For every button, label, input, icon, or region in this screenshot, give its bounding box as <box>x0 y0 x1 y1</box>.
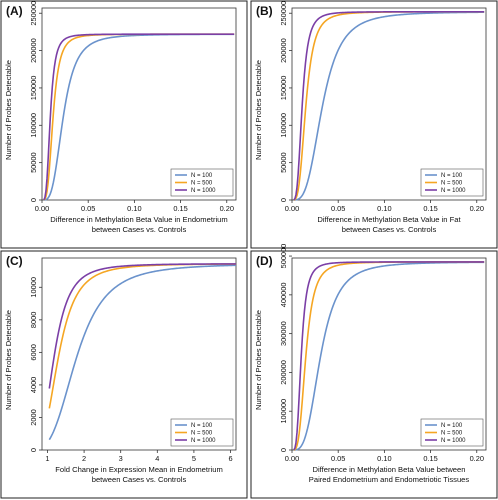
panel-label: (D) <box>256 254 273 268</box>
x-axis-title: Difference in Methylation Beta Value in … <box>50 215 227 224</box>
x-tick-label: 0.00 <box>285 204 299 213</box>
plot-area <box>41 257 237 451</box>
x-tick-label: 2 <box>82 454 86 463</box>
x-tick-label: 0.20 <box>470 204 484 213</box>
series-line-2 <box>43 33 235 201</box>
x-tick-label: 3 <box>119 454 123 463</box>
y-tick-label: 100000 <box>29 113 38 138</box>
legend-entry: N = 1000 <box>191 438 216 444</box>
y-tick-label: 2000 <box>29 409 38 425</box>
y-axis-title: Number of Probes Detectable <box>4 60 13 160</box>
plot-area <box>291 257 487 451</box>
panel-frame <box>0 0 248 249</box>
x-tick-label: 0.20 <box>470 454 484 463</box>
x-tick-label: 0.05 <box>81 204 95 213</box>
y-tick-label: 100000 <box>279 399 288 424</box>
x-tick-label: 0.00 <box>285 454 299 463</box>
y-tick-label: 250000 <box>29 1 38 26</box>
legend-entry: N = 100 <box>191 423 213 429</box>
chart-panel-1: (B) 0.00 0.05 0.10 0.15 0.20 0 50000 100000 15000… <box>250 0 498 249</box>
y-tick-label: 150000 <box>29 76 38 101</box>
x-axis-title: Difference in Methylation Beta Value in … <box>317 215 461 224</box>
x-tick-label: 0.05 <box>331 454 345 463</box>
panel-label: (A) <box>6 4 23 18</box>
legend-entry: N = 500 <box>191 431 213 437</box>
y-tick-label: 0 <box>279 448 288 452</box>
legend-entry: N = 500 <box>191 181 213 187</box>
y-tick-label: 4000 <box>29 377 38 393</box>
legend-box <box>170 168 234 197</box>
y-tick-label: 300000 <box>279 321 288 346</box>
x-tick-label: 0.20 <box>220 204 234 213</box>
x-axis-title-line2: Paired Endometrium and Endometriotic Tis… <box>309 475 470 484</box>
series-line-1 <box>48 263 236 409</box>
x-tick-label: 4 <box>155 454 159 463</box>
series-line-2 <box>293 261 485 451</box>
series-line-2 <box>48 263 236 389</box>
y-tick-label: 150000 <box>279 76 288 101</box>
legend-entry: N = 500 <box>441 181 463 187</box>
legend-entry: N = 1000 <box>441 188 466 194</box>
y-tick-label: 10000 <box>29 277 38 298</box>
y-axis-title: Number of Probes Detectable <box>254 60 263 160</box>
plot-area <box>41 7 237 201</box>
y-tick-label: 50000 <box>279 152 288 173</box>
x-axis-title-line2: between Cases vs. Controls <box>342 225 437 234</box>
x-axis-title-line2: between Cases vs. Controls <box>92 225 187 234</box>
y-tick-label: 250000 <box>279 1 288 26</box>
chart-panel-3: (D) 0.00 0.05 0.10 0.15 0.20 0 100000 200000 3000… <box>250 244 498 499</box>
y-tick-label: 200000 <box>279 38 288 63</box>
y-axis-title: Number of Probes Detectable <box>4 310 13 410</box>
x-tick-label: 5 <box>192 454 196 463</box>
x-tick-label: 1 <box>45 454 49 463</box>
y-tick-label: 0 <box>29 448 38 452</box>
legend-entry: N = 1000 <box>441 438 466 444</box>
y-tick-label: 0 <box>279 198 288 202</box>
legend-entry: N = 1000 <box>191 188 216 194</box>
x-tick-label: 0.10 <box>127 204 141 213</box>
legend-entry: N = 100 <box>191 173 213 179</box>
x-axis-title-line2: between Cases vs. Controls <box>92 475 187 484</box>
panel-label: (C) <box>6 254 23 268</box>
chart-panel-2: (C) 1 2 3 4 5 6 0 2000 4000 6000 8000 10000 Fold Chan… <box>0 250 248 499</box>
x-tick-label: 0.15 <box>423 454 437 463</box>
x-tick-label: 0.15 <box>173 204 187 213</box>
plot-area <box>291 7 487 201</box>
series-line-2 <box>293 10 485 201</box>
y-tick-label: 100000 <box>279 113 288 138</box>
x-tick-label: 0.05 <box>331 204 345 213</box>
x-tick-label: 0.10 <box>377 204 391 213</box>
y-tick-label: 8000 <box>29 312 38 328</box>
y-axis-title: Number of Probes Detectable <box>254 310 263 410</box>
y-tick-label: 200000 <box>279 360 288 385</box>
x-tick-label: 0.10 <box>377 454 391 463</box>
legend-entry: N = 100 <box>441 173 463 179</box>
series-line-0 <box>48 264 236 441</box>
legend-entry: N = 500 <box>441 431 463 437</box>
x-tick-label: 0.15 <box>423 204 437 213</box>
x-tick-label: 6 <box>228 454 232 463</box>
y-tick-label: 200000 <box>29 38 38 63</box>
panel-frame <box>250 0 498 249</box>
y-tick-label: 0 <box>29 198 38 202</box>
panel-label: (B) <box>256 4 273 18</box>
chart-panel-0: (A) 0.00 0.05 0.10 0.15 0.20 0 50000 100000 15000… <box>0 0 248 249</box>
legend-entry: N = 100 <box>441 423 463 429</box>
y-tick-label: 500000 <box>279 244 288 269</box>
y-tick-label: 50000 <box>29 152 38 173</box>
panel-frame <box>0 250 248 499</box>
x-axis-title: Fold Change in Expression Mean in Endome… <box>55 465 223 474</box>
y-tick-label: 6000 <box>29 344 38 360</box>
x-axis-title: Difference in Methylation Beta Value bet… <box>313 465 466 474</box>
x-tick-label: 0.00 <box>35 204 49 213</box>
y-tick-label: 400000 <box>279 283 288 308</box>
panel-frame <box>250 250 498 499</box>
